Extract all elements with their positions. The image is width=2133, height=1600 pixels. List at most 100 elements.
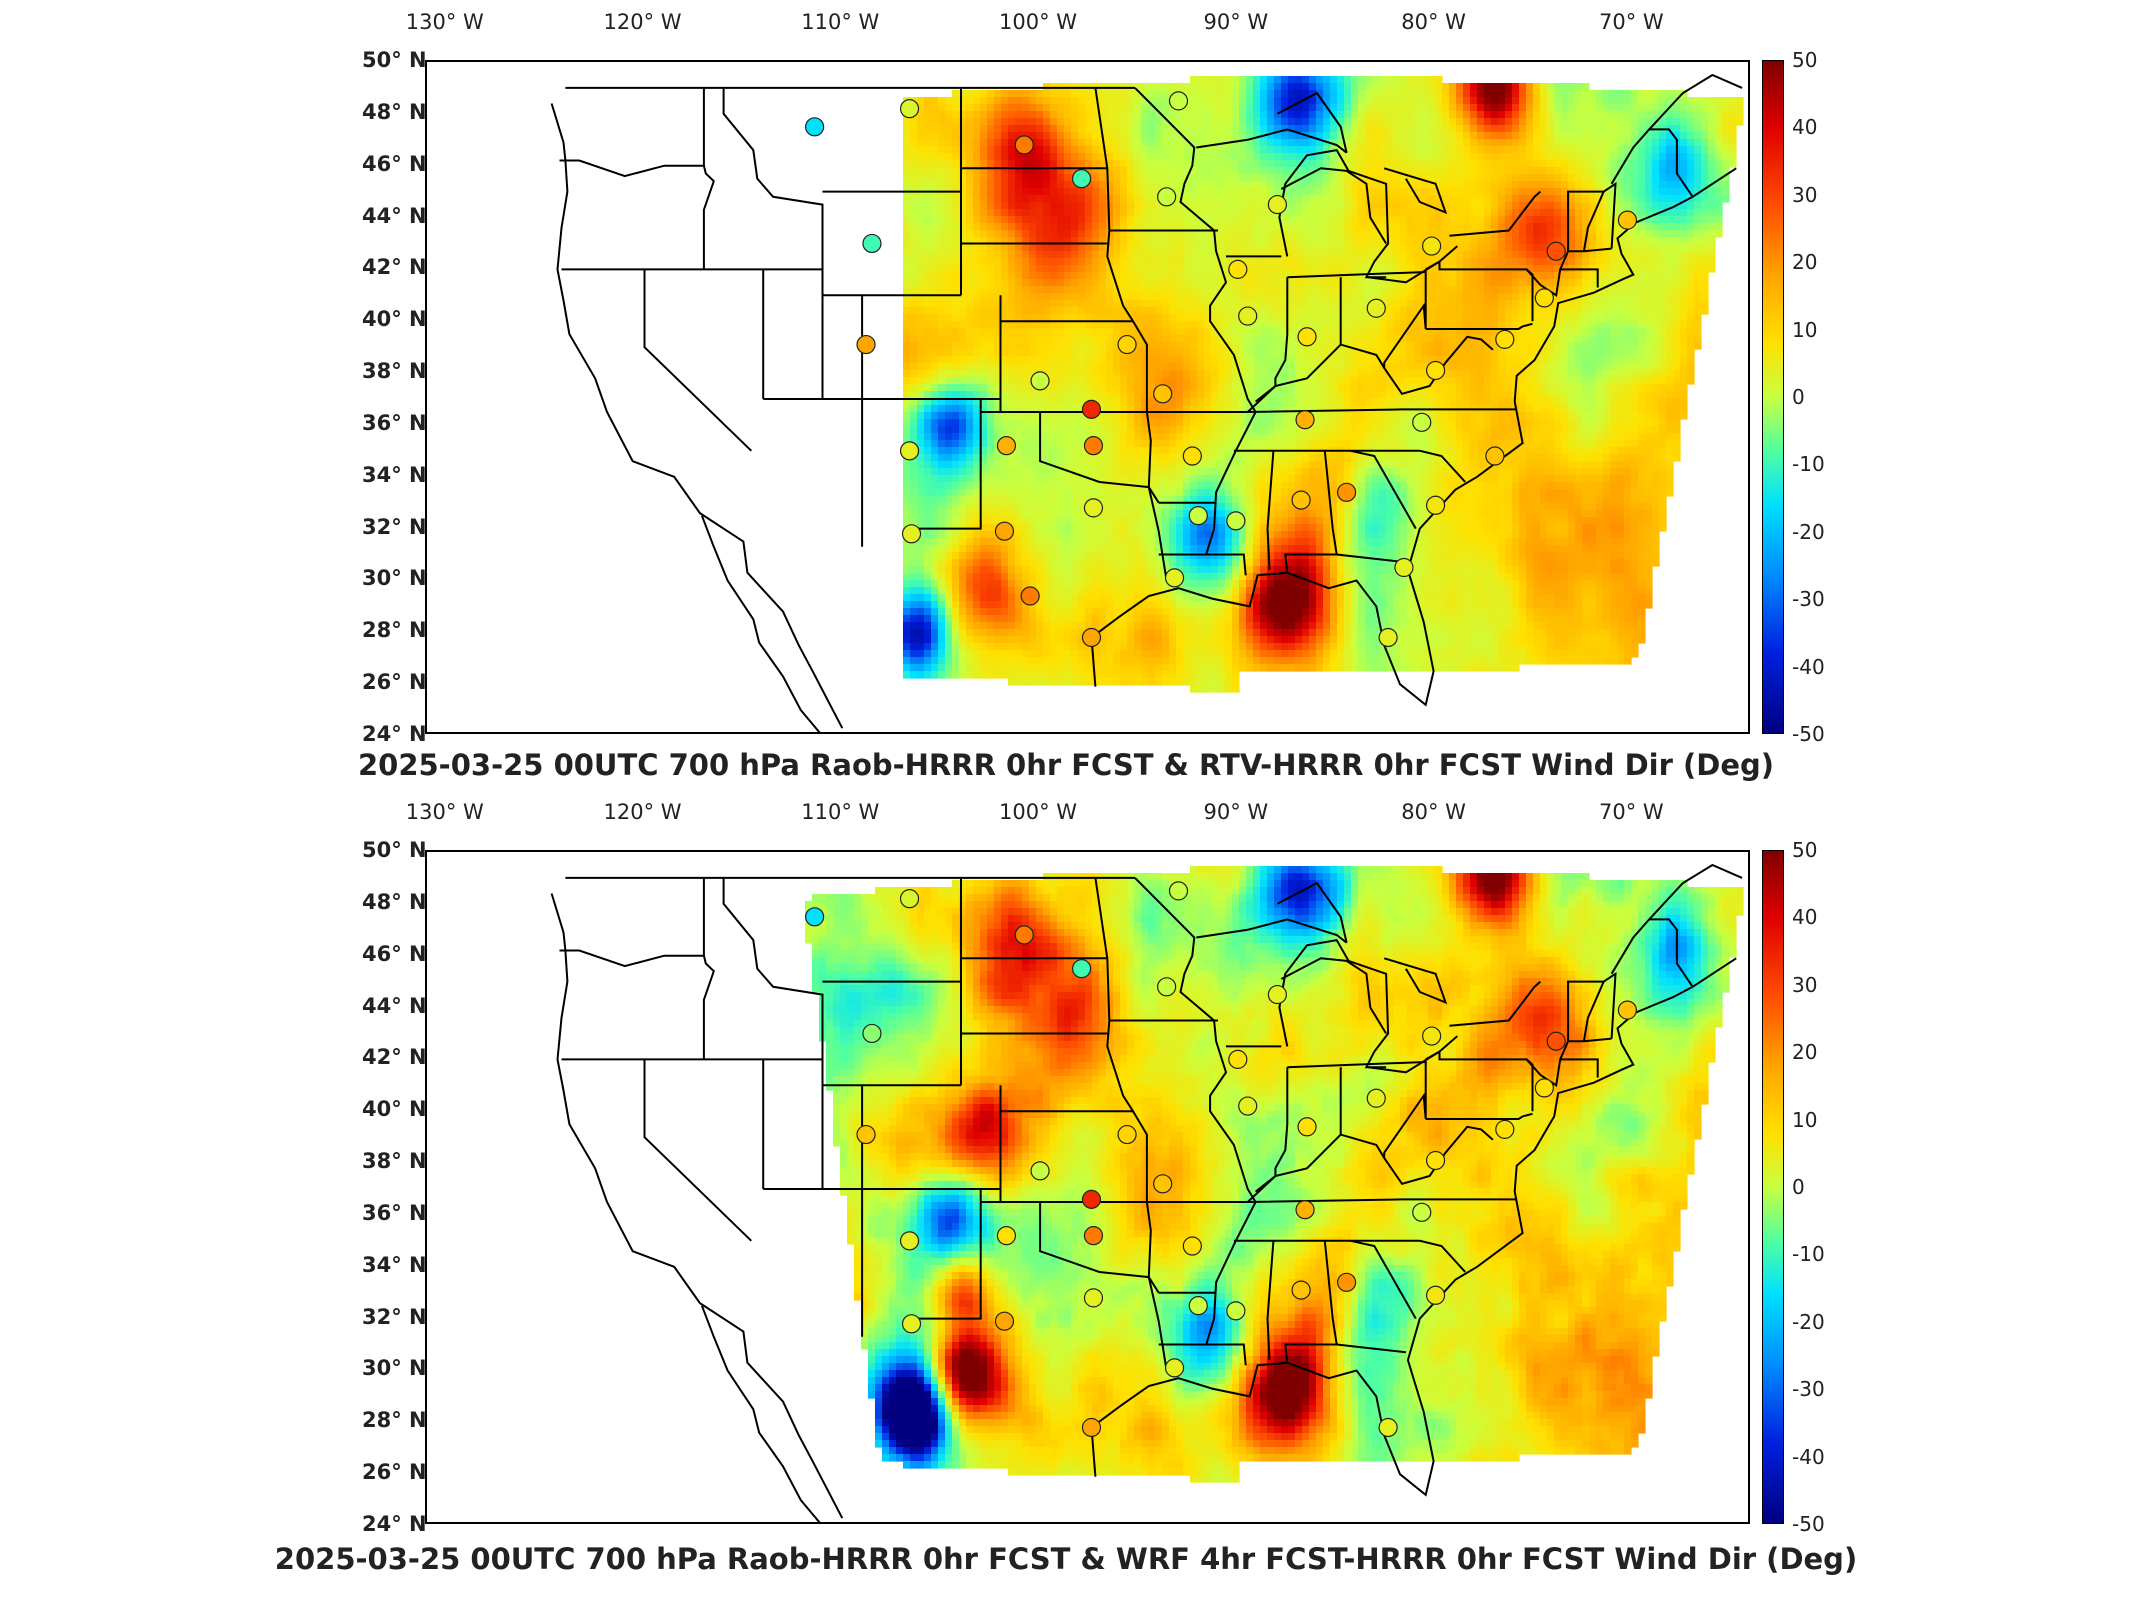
raob-station-marker [1071,169,1092,189]
boundary-line [1287,1061,1426,1069]
boundary-line [1280,957,1387,1035]
latitude-tick-label: 44° N [362,204,427,228]
raob-station-marker [1378,627,1398,648]
raob-station-marker [1083,498,1104,518]
raob-station-marker [1366,1088,1386,1108]
raob-station-marker [862,1023,882,1044]
latitude-tick-label: 46° N [362,152,427,176]
raob-station-marker [1226,511,1246,531]
boundary-line [1094,877,1168,1371]
colorbar-tick-label: 20 [1792,1040,1817,1064]
colorbar-tick-label: 30 [1792,973,1817,997]
raob-station-marker [1168,881,1189,901]
raob-station-marker [1295,1200,1315,1220]
colorbar-tick-label: 0 [1792,385,1805,409]
latitude-tick-label: 38° N [362,359,427,383]
latitude-tick-label: 24° N [362,1512,427,1536]
raob-station-marker [1164,568,1185,588]
colorbar-tick-label: -20 [1792,1310,1825,1334]
colorbar-tick-label: 40 [1792,115,1817,139]
colorbar [1762,60,1784,734]
raob-station-marker [1366,298,1386,318]
raob-station-marker [996,436,1017,456]
raob-station-marker [1182,1236,1202,1256]
colorbar-tick-label: -20 [1792,520,1825,544]
latitude-tick-label: 26° N [362,670,427,694]
latitude-tick-label: 32° N [362,515,427,539]
longitude-tick-label: 110° W [801,10,879,34]
latitude-tick-label: 42° N [362,255,427,279]
longitude-tick-label: 120° W [604,10,682,34]
boundary-line [1567,971,1617,1042]
boundary-line [643,269,752,452]
raob-station-marker [1422,236,1442,256]
raob-station-marker [1153,384,1173,404]
colorbar-tick-label: -40 [1792,655,1825,679]
latitude-tick-label: 28° N [362,618,427,642]
raob-station-marker [1164,1358,1185,1378]
boundary-line [1336,1343,1407,1354]
latitude-tick-label: 26° N [362,1460,427,1484]
boundary-line [722,87,961,297]
boundary-line [643,1059,752,1242]
longitude-tick-label: 120° W [604,800,682,824]
boundary-line [1525,268,1534,322]
boundary-line [1449,980,1542,1027]
raob-station-marker [1617,210,1638,230]
longitude-tick-label: 90° W [1203,800,1268,824]
boundary-line [1266,1240,1275,1361]
raob-station-marker [1425,1285,1446,1305]
map-frame [425,850,1750,1524]
latitude-tick-label: 38° N [362,1149,427,1173]
boundary-line [1368,245,1458,284]
colorbar [1762,850,1784,1524]
raob-station-marker [1495,1119,1515,1139]
latitude-tick-label: 36° N [362,411,427,435]
boundary-line [1196,918,1348,944]
raob-stations [805,91,1638,648]
longitude-tick-label: 80° W [1401,800,1466,824]
raob-station-marker [1081,1417,1102,1438]
latitude-tick-label: 30° N [362,1356,427,1380]
raob-station-marker [994,521,1015,541]
raob-station-marker [1422,1026,1442,1046]
raob-station-marker [856,1124,876,1145]
boundary-line [1648,863,1743,921]
boundary-line [1560,1058,1599,1078]
boundary-line [1383,167,1448,215]
boundary-line [1278,938,1390,1069]
longitude-tick-label: 130° W [406,10,484,34]
boundary-line [1425,322,1533,330]
longitude-tick-label: 100° W [999,800,1077,824]
longitude-tick-label: 90° W [1203,10,1268,34]
raob-station-marker [1425,495,1446,515]
longitude-tick-label: 70° W [1599,800,1664,824]
boundary-line [1276,881,1348,943]
raob-station-marker [805,907,825,927]
boundary-line [1336,553,1407,564]
panel-wrf-hrrr: 130° W 120° W 110° W 100° W 90° W 80° W 70° W … [0,790,2133,1600]
raob-station-marker [1336,1272,1357,1292]
map-canvas [550,863,1744,1522]
wind-dir-field [805,866,1744,1483]
colorbar-tick-label: -30 [1792,587,1825,611]
raob-station-marker [1238,1096,1258,1116]
boundary-line [1582,191,1605,252]
boundary-line [700,1305,821,1522]
raob-station-marker [901,524,922,544]
raob-station-marker [1267,194,1287,215]
panel-title: 2025-03-25 00UTC 700 hPa Raob-HRRR 0hr F… [275,1542,1857,1576]
boundary-line [550,103,844,729]
boundary-line [1368,1035,1458,1074]
boundary-line [1284,1240,1338,1363]
raob-station-marker [1378,1417,1398,1438]
raob-stations [805,881,1638,1438]
raob-station-marker [805,117,825,137]
colorbar-tick-label: -30 [1792,1377,1825,1401]
raob-station-marker [899,1231,920,1251]
latitude-tick-label: 40° N [362,1097,427,1121]
colorbar-tick-label: 40 [1792,905,1817,929]
map-frame [425,60,1750,734]
boundary-line [702,877,715,1060]
raob-station-marker [994,1311,1015,1331]
